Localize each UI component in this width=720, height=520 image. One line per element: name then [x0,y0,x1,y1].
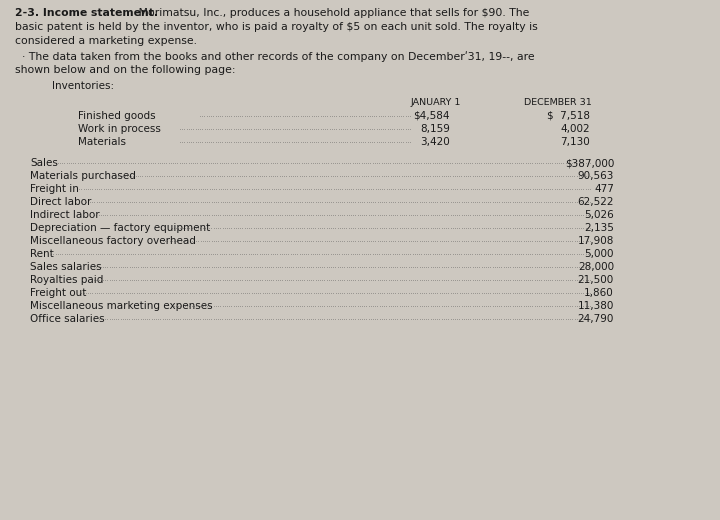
Text: Freight out: Freight out [30,288,86,298]
Text: 5,026: 5,026 [584,210,614,220]
Text: 24,790: 24,790 [577,314,614,324]
Text: Office salaries: Office salaries [30,314,104,324]
Text: JANUARY 1: JANUARY 1 [411,98,462,107]
Text: Morimatsu, Inc., produces a household appliance that sells for $90. The: Morimatsu, Inc., produces a household ap… [135,8,529,18]
Text: Finished goods: Finished goods [78,111,156,121]
Text: Depreciation — factory equipment: Depreciation — factory equipment [30,223,210,233]
Text: $  7,518: $ 7,518 [547,111,590,121]
Text: 17,908: 17,908 [577,236,614,246]
Text: Sales salaries: Sales salaries [30,262,102,272]
Text: $4,584: $4,584 [413,111,450,121]
Text: 5,000: 5,000 [585,249,614,259]
Text: Materials purchased: Materials purchased [30,171,136,181]
Text: shown below and on the following page:: shown below and on the following page: [15,65,235,75]
Text: 1,860: 1,860 [584,288,614,298]
Text: Inventories:: Inventories: [52,81,114,91]
Text: 90,563: 90,563 [577,171,614,181]
Text: 28,000: 28,000 [578,262,614,272]
Text: $387,000: $387,000 [564,158,614,168]
Text: 477: 477 [594,184,614,194]
Text: Royalties paid: Royalties paid [30,275,104,285]
Text: 3,420: 3,420 [420,137,450,147]
Text: Direct labor: Direct labor [30,197,91,207]
Text: · The data taken from the books and other records of the company on Decemberʹ31,: · The data taken from the books and othe… [15,51,535,62]
Text: 4,002: 4,002 [560,124,590,134]
Text: 2,135: 2,135 [584,223,614,233]
Text: Freight in: Freight in [30,184,79,194]
Text: Rent: Rent [30,249,54,259]
Text: Miscellaneous marketing expenses: Miscellaneous marketing expenses [30,301,212,311]
Text: basic patent is held by the inventor, who is paid a royalty of $5 on each unit s: basic patent is held by the inventor, wh… [15,22,538,32]
Text: 11,380: 11,380 [577,301,614,311]
Text: 62,522: 62,522 [577,197,614,207]
Text: 21,500: 21,500 [577,275,614,285]
Text: Indirect labor: Indirect labor [30,210,99,220]
Text: Materials: Materials [78,137,126,147]
Text: Miscellaneous factory overhead: Miscellaneous factory overhead [30,236,196,246]
Text: Sales: Sales [30,158,58,168]
Text: DECEMBER 31: DECEMBER 31 [524,98,592,107]
Text: 2-3. Income statement.: 2-3. Income statement. [15,8,158,18]
Text: 8,159: 8,159 [420,124,450,134]
Text: Work in process: Work in process [78,124,161,134]
Text: considered a marketing expense.: considered a marketing expense. [15,36,197,46]
Text: 7,130: 7,130 [560,137,590,147]
